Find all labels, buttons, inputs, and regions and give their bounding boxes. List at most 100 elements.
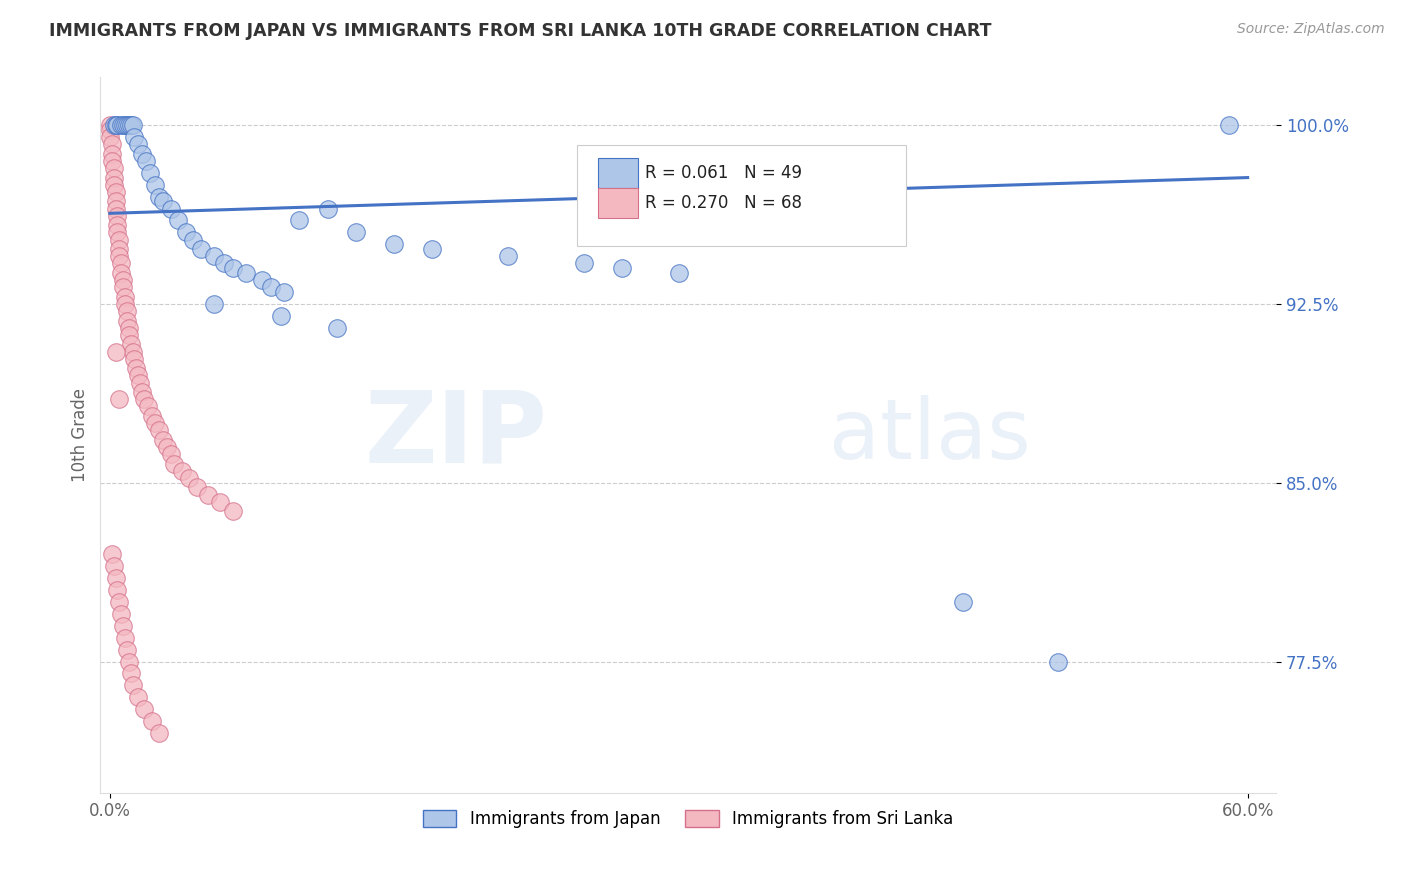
FancyBboxPatch shape bbox=[598, 158, 638, 188]
Point bbox=[110, 118, 132, 132]
Point bbox=[118, 320, 141, 334]
Point bbox=[572, 256, 595, 270]
Point bbox=[118, 327, 141, 342]
Point bbox=[132, 392, 155, 407]
Point bbox=[100, 137, 122, 152]
Point bbox=[107, 118, 129, 132]
Point bbox=[114, 118, 136, 132]
Point bbox=[159, 202, 181, 216]
Point bbox=[124, 130, 146, 145]
Point bbox=[114, 297, 136, 311]
Point bbox=[132, 702, 155, 716]
Point bbox=[148, 726, 170, 740]
Point bbox=[222, 261, 245, 276]
Point bbox=[202, 249, 225, 263]
Point bbox=[163, 457, 186, 471]
Point bbox=[129, 376, 152, 390]
Point bbox=[103, 178, 125, 192]
Point bbox=[104, 118, 127, 132]
Point bbox=[114, 631, 136, 645]
Point bbox=[496, 249, 519, 263]
Point bbox=[112, 280, 135, 294]
Point bbox=[420, 242, 443, 256]
Point bbox=[208, 495, 231, 509]
Text: atlas: atlas bbox=[830, 394, 1031, 475]
Point bbox=[326, 320, 349, 334]
Point bbox=[118, 655, 141, 669]
Point bbox=[98, 118, 121, 132]
Point bbox=[120, 118, 142, 132]
Point bbox=[222, 504, 245, 518]
Point bbox=[156, 440, 179, 454]
Point bbox=[115, 118, 138, 132]
Point bbox=[108, 392, 131, 407]
Text: Source: ZipAtlas.com: Source: ZipAtlas.com bbox=[1237, 22, 1385, 37]
Point bbox=[98, 130, 121, 145]
Point bbox=[127, 368, 149, 383]
Point bbox=[110, 266, 132, 280]
Point bbox=[131, 146, 153, 161]
Point bbox=[118, 118, 141, 132]
Point bbox=[108, 242, 131, 256]
Point bbox=[100, 146, 122, 161]
Point bbox=[148, 423, 170, 437]
Point bbox=[250, 273, 273, 287]
Point bbox=[115, 642, 138, 657]
Y-axis label: 10th Grade: 10th Grade bbox=[72, 388, 89, 482]
FancyBboxPatch shape bbox=[576, 145, 905, 245]
Point bbox=[125, 361, 148, 376]
Text: ZIP: ZIP bbox=[364, 386, 547, 483]
Point bbox=[115, 313, 138, 327]
Point bbox=[159, 447, 181, 461]
Point bbox=[260, 280, 283, 294]
Point bbox=[107, 226, 129, 240]
Point bbox=[100, 547, 122, 561]
Point bbox=[820, 213, 842, 227]
Point bbox=[112, 619, 135, 633]
Point bbox=[148, 189, 170, 203]
Point bbox=[110, 607, 132, 621]
Point bbox=[167, 213, 190, 227]
Point bbox=[104, 571, 127, 585]
Point bbox=[112, 118, 135, 132]
Point bbox=[152, 433, 174, 447]
Point bbox=[174, 226, 197, 240]
Point bbox=[190, 242, 212, 256]
Point bbox=[120, 337, 142, 351]
Point bbox=[270, 309, 292, 323]
Point bbox=[115, 304, 138, 318]
Point bbox=[121, 344, 143, 359]
Point bbox=[127, 137, 149, 152]
Point bbox=[141, 714, 163, 728]
Point bbox=[1047, 655, 1070, 669]
Point bbox=[179, 471, 201, 485]
Point bbox=[120, 666, 142, 681]
Point bbox=[104, 185, 127, 199]
Point bbox=[382, 237, 405, 252]
Point bbox=[344, 226, 367, 240]
Point bbox=[141, 409, 163, 423]
Point bbox=[104, 194, 127, 209]
Point bbox=[107, 582, 129, 597]
Legend: Immigrants from Japan, Immigrants from Sri Lanka: Immigrants from Japan, Immigrants from S… bbox=[416, 803, 960, 834]
Point bbox=[202, 297, 225, 311]
FancyBboxPatch shape bbox=[598, 188, 638, 219]
Point bbox=[186, 481, 208, 495]
Point bbox=[98, 123, 121, 137]
Point bbox=[103, 170, 125, 185]
Point bbox=[138, 166, 160, 180]
Point bbox=[103, 559, 125, 574]
Point bbox=[181, 233, 204, 247]
Point bbox=[124, 351, 146, 366]
Point bbox=[197, 488, 219, 502]
Point bbox=[273, 285, 295, 299]
Point bbox=[108, 595, 131, 609]
Point bbox=[103, 161, 125, 175]
Point bbox=[107, 219, 129, 233]
Point bbox=[104, 344, 127, 359]
Point bbox=[110, 256, 132, 270]
Point bbox=[143, 178, 166, 192]
Point bbox=[112, 273, 135, 287]
Text: IMMIGRANTS FROM JAPAN VS IMMIGRANTS FROM SRI LANKA 10TH GRADE CORRELATION CHART: IMMIGRANTS FROM JAPAN VS IMMIGRANTS FROM… bbox=[49, 22, 991, 40]
Point bbox=[143, 416, 166, 430]
